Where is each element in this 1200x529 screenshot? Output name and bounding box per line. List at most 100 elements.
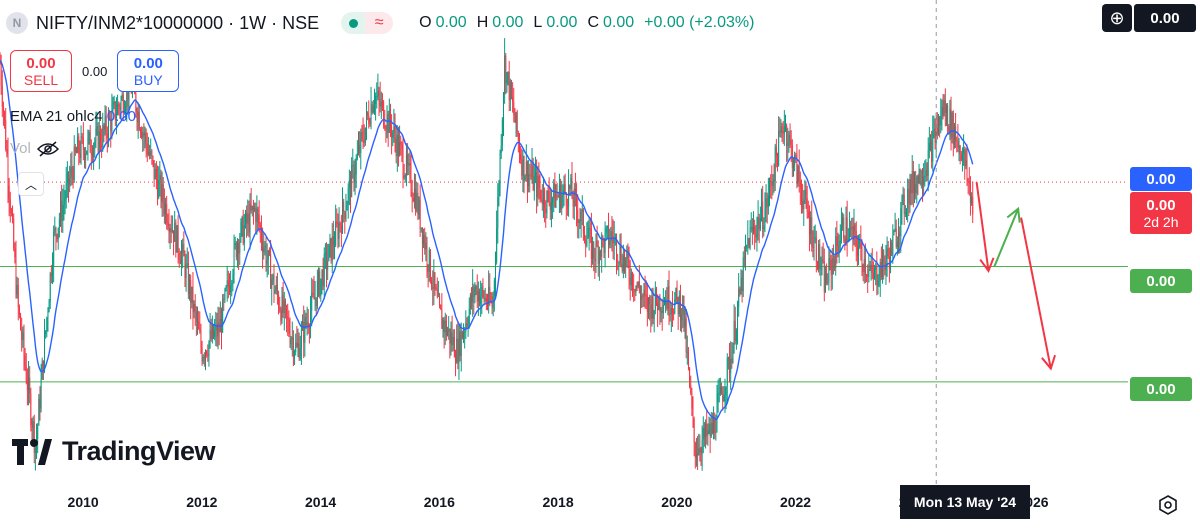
candle-body — [698, 448, 700, 455]
candle-body — [632, 272, 634, 289]
ema-legend[interactable]: EMA 21 ohlc4 0.00 — [10, 108, 136, 125]
buy-button[interactable]: 0.00 BUY — [117, 50, 180, 92]
candle-body — [471, 295, 473, 303]
candle-body — [858, 247, 860, 256]
candle-body — [16, 285, 18, 295]
candle-body — [89, 131, 91, 153]
candle-body — [502, 94, 504, 120]
candle-body — [362, 132, 364, 141]
candle-body — [407, 154, 409, 166]
candle-body — [419, 199, 421, 230]
candle-body — [147, 152, 149, 155]
candle-body — [6, 148, 8, 155]
candle-body — [935, 128, 937, 143]
volume-legend[interactable]: Vol — [10, 140, 59, 157]
candle-body — [955, 126, 957, 141]
candle-body — [113, 101, 115, 105]
candle-body — [192, 286, 194, 313]
candle-body — [725, 386, 727, 395]
candle-body — [536, 172, 538, 198]
candle-body — [684, 318, 686, 327]
candle-body — [300, 329, 302, 349]
candle-body — [694, 442, 696, 458]
candle-body — [361, 132, 363, 134]
candle-body — [604, 232, 606, 253]
candle-body — [513, 102, 515, 115]
candle-body — [553, 183, 555, 199]
ema-line — [0, 59, 974, 421]
candle-body — [721, 386, 723, 394]
sell-button[interactable]: 0.00 SELL — [10, 50, 72, 92]
candle-body — [573, 188, 575, 207]
symbol-logo[interactable]: N — [6, 12, 28, 34]
candle-body — [602, 236, 604, 240]
candle-body — [38, 398, 40, 426]
candle-body — [169, 228, 171, 233]
candle-body — [880, 262, 882, 278]
spread-value: 0.00 — [82, 63, 108, 79]
candle-body — [616, 236, 618, 260]
projection-arrow-up — [993, 208, 1020, 267]
candle-body — [868, 269, 870, 278]
candle-body — [649, 297, 651, 305]
candle-body — [733, 320, 735, 345]
candle-body — [972, 196, 974, 215]
candle-body — [236, 242, 238, 258]
candle-body — [620, 245, 622, 264]
candle-body — [906, 208, 908, 213]
candle-body — [234, 242, 236, 245]
collapse-legend-button[interactable]: ︿ — [18, 172, 44, 196]
candle-body — [2, 106, 4, 112]
candle-body — [314, 297, 316, 300]
market-status-icon[interactable] — [341, 12, 366, 34]
candle-body — [302, 321, 304, 330]
data-delay-icon[interactable]: ≈ — [365, 12, 394, 34]
candle-body — [835, 236, 837, 268]
candle-body — [329, 238, 331, 245]
candle-body — [738, 288, 740, 307]
candle-body — [24, 355, 26, 367]
candle-body — [435, 287, 437, 290]
candle-body — [574, 188, 576, 194]
candle-body — [283, 300, 285, 314]
symbol-title[interactable]: NIFTY/INM2*10000000 · 1W · NSE — [36, 12, 320, 33]
candle-body — [939, 116, 941, 126]
candle-body — [78, 136, 80, 154]
candle-body — [399, 141, 401, 156]
candle-body — [521, 159, 523, 176]
candle-body — [379, 98, 381, 107]
candle-body — [758, 217, 760, 230]
candle-body — [558, 184, 560, 197]
support-1-tag: 0.00 — [1130, 269, 1192, 293]
candle-body — [109, 116, 111, 119]
candle-body — [323, 253, 325, 287]
candle-body — [257, 209, 259, 215]
add-plus-icon[interactable]: ⊕ — [1102, 4, 1132, 32]
candle-body — [560, 184, 562, 210]
candle-body — [278, 295, 280, 308]
candle-body — [138, 111, 140, 130]
candle-body — [936, 128, 938, 135]
candle-body — [82, 137, 84, 151]
candle-body — [182, 243, 184, 253]
candle-body — [391, 126, 393, 138]
candle-body — [925, 170, 927, 177]
candle-body — [265, 245, 267, 265]
candle-body — [588, 227, 590, 238]
candle-body — [669, 313, 671, 315]
candle-body — [87, 137, 89, 151]
candle-body — [546, 190, 548, 214]
candle-body — [683, 295, 685, 327]
settings-gear-icon[interactable] — [1158, 495, 1178, 515]
candle-body — [207, 354, 209, 356]
candle-body — [821, 259, 823, 269]
candle-body — [963, 149, 965, 154]
candle-body — [284, 300, 286, 306]
candle-body — [428, 249, 430, 272]
candle-body — [226, 280, 228, 288]
candle-body — [380, 101, 382, 107]
candle-body — [891, 242, 893, 256]
tradingview-logo[interactable]: TradingView — [12, 436, 216, 467]
candle-body — [563, 184, 565, 191]
